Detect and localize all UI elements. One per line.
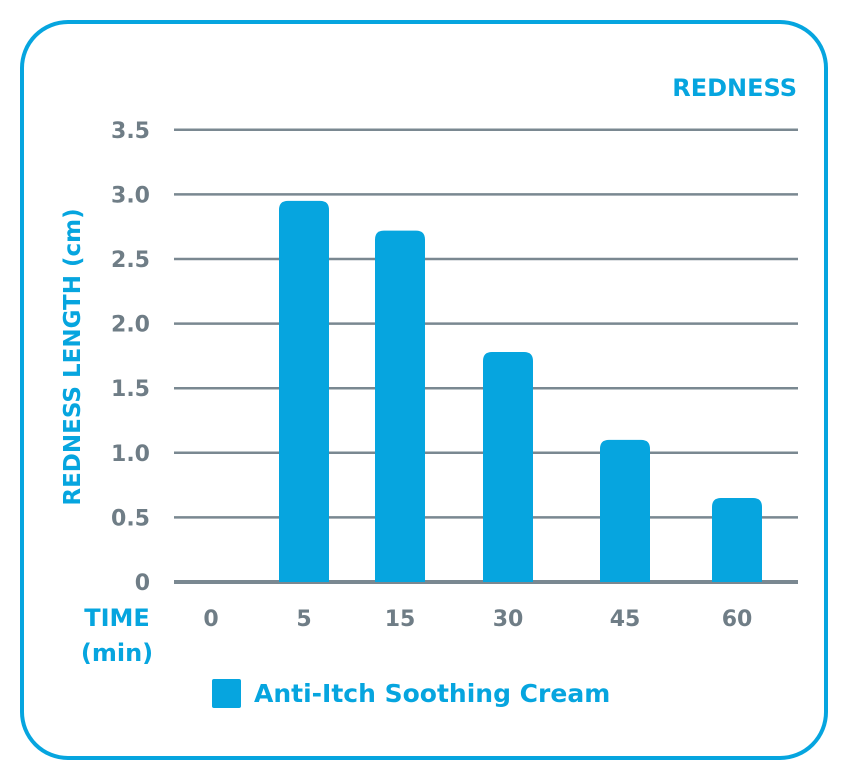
x-tick-label: 30 <box>493 607 524 632</box>
bar-30 <box>483 352 533 582</box>
x-tick-label: 0 <box>203 607 218 632</box>
bar-15 <box>375 230 425 583</box>
bar-45 <box>600 439 650 582</box>
x-tick-labels: 0 5 15 30 45 60 <box>203 607 752 632</box>
y-tick-label: 2.5 <box>111 248 150 273</box>
y-tick-label: 1.0 <box>111 442 150 467</box>
y-tick-label: 1.5 <box>111 377 150 402</box>
y-axis-label: REDNESS LENGTH (cm) <box>60 208 86 505</box>
bar-60 <box>712 498 762 582</box>
x-axis-label-line1: TIME <box>84 604 150 632</box>
legend-label: Anti-Itch Soothing Cream <box>254 679 610 708</box>
chart-title: REDNESS <box>672 74 797 102</box>
x-tick-label: 45 <box>610 607 641 632</box>
legend: Anti-Itch Soothing Cream <box>212 679 610 708</box>
y-tick-label: 3.5 <box>111 119 150 144</box>
x-tick-label: 15 <box>385 607 416 632</box>
legend-swatch <box>212 679 241 708</box>
y-tick-labels: 0 0.5 1.0 1.5 2.0 2.5 3.0 3.5 <box>111 119 150 596</box>
y-tick-label: 3.0 <box>111 183 150 208</box>
y-tick-label: 0.5 <box>111 506 150 531</box>
bars <box>279 200 762 583</box>
bar-5 <box>279 200 329 583</box>
x-tick-label: 60 <box>722 607 753 632</box>
x-tick-label: 5 <box>296 607 311 632</box>
x-axis-label-line2: (min) <box>81 639 153 667</box>
y-tick-label: 0 <box>135 571 150 596</box>
y-tick-label: 2.0 <box>111 313 150 338</box>
